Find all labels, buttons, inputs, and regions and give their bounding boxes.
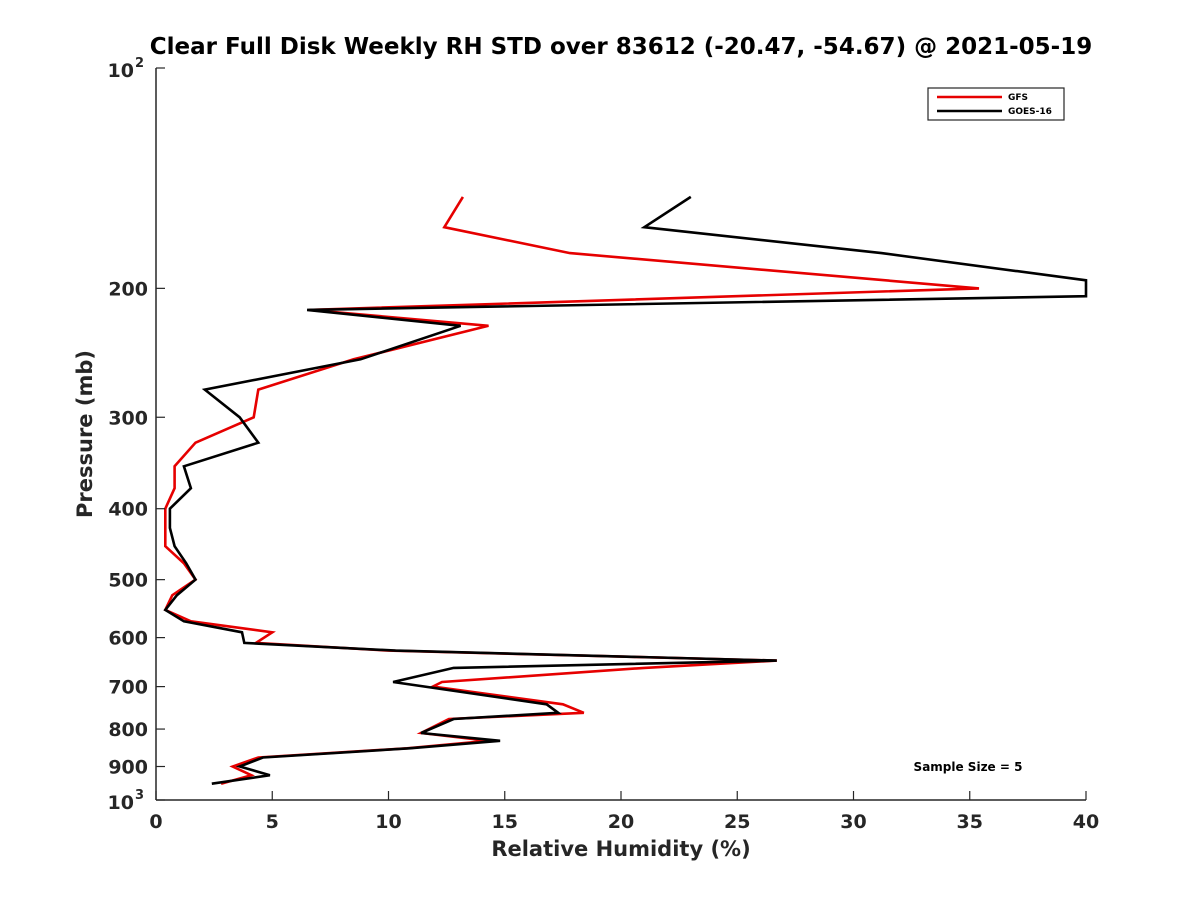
x-tick-label: 0 [149,811,162,833]
series-layer [163,195,1088,785]
legend: GFS GOES-16 [927,87,1065,121]
y-tick-label: 400 [108,499,148,521]
legend-box [927,87,1065,121]
plot-area [156,68,1086,800]
y-tick-label: 10 [108,60,134,82]
y-axis-label: Pressure (mb) [73,350,97,518]
y-tick-exponent: 2 [135,56,144,71]
y-tick-label: 700 [108,677,148,699]
y-tick-label: 200 [108,278,148,300]
y-tick-label: 10 [108,792,134,814]
y-tick-label: 900 [108,757,148,779]
y-tick-label: 600 [108,628,148,650]
y-tick-label: 800 [108,719,148,741]
x-tick-label: 5 [266,811,279,833]
sample-size-annotation: Sample Size = 5 [914,760,1023,774]
x-tick-label: 30 [840,811,866,833]
x-tick-label: 20 [608,811,634,833]
x-axis-label: Relative Humidity (%) [491,837,750,861]
series-line-goes16 [163,195,1088,785]
x-tick-label: 35 [957,811,983,833]
x-tick-label: 10 [375,811,401,833]
legend-label-goes16: GOES-16 [1008,107,1052,117]
y-tick-label: 500 [108,570,148,592]
chart-title: Clear Full Disk Weekly RH STD over 83612… [150,34,1092,60]
x-ticks: 0 5 10 15 20 25 30 35 40 [149,791,1099,833]
y-tick-label: 300 [108,407,148,429]
x-tick-label: 40 [1073,811,1099,833]
x-tick-label: 25 [724,811,750,833]
x-tick-label: 15 [492,811,518,833]
legend-label-gfs: GFS [1008,93,1028,103]
y-tick-exponent: 3 [135,788,144,803]
